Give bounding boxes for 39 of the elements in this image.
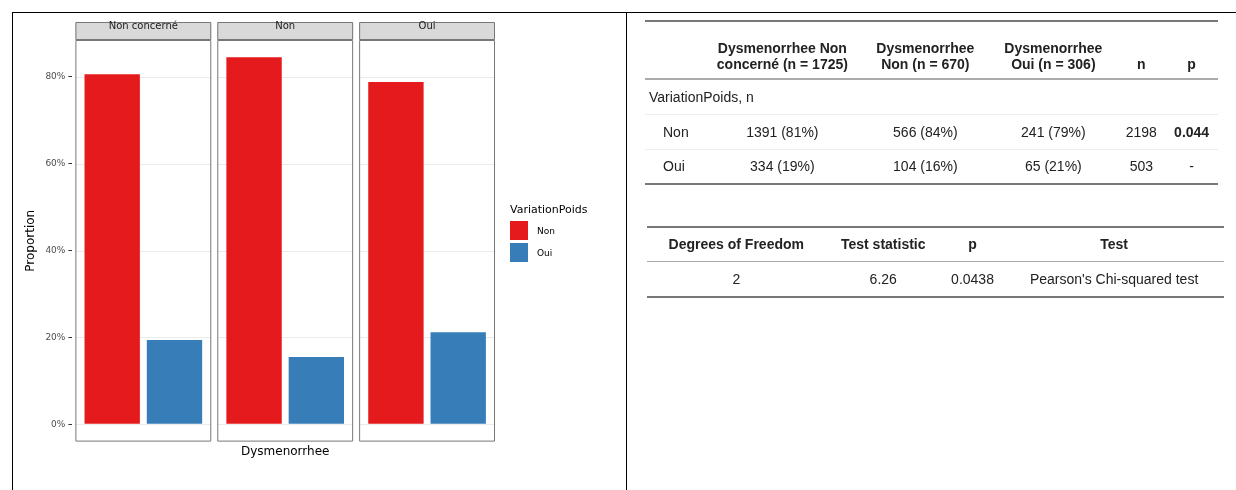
x-tick-label: Oui xyxy=(418,19,436,31)
text: Oui xyxy=(662,157,686,177)
text: VariationPoids, n xyxy=(645,79,1218,114)
text: Test statistic xyxy=(839,235,927,255)
text: 65 (21%) xyxy=(1023,157,1083,177)
y-axis-title: Proportion xyxy=(23,209,38,272)
y-tick-label: 60% xyxy=(45,158,66,169)
y-tick-label: 40% xyxy=(45,244,66,255)
text: Dysmenorrhee Oui (n = 306) xyxy=(1003,39,1104,74)
y-tick-label: 20% xyxy=(45,331,66,342)
text: p xyxy=(1186,55,1197,74)
text: 2 xyxy=(731,269,742,289)
legend-title: VariationPoids xyxy=(510,202,588,216)
y-tick-label: 80% xyxy=(45,71,66,82)
text: 566 (84%) xyxy=(892,122,959,142)
text: Degrees of Freedom xyxy=(667,235,805,255)
y-tick-label: 0% xyxy=(51,418,66,429)
text: Pearson's Chi-squared test xyxy=(1028,269,1200,289)
text: Dysmenorrhee Non (n = 670) xyxy=(875,39,976,74)
legend-label: Oui xyxy=(537,247,553,258)
text: 1391 (81%) xyxy=(745,122,820,142)
x-tick-label: Non xyxy=(275,19,296,31)
text: 6.26 xyxy=(868,269,898,289)
text: Dysmenorrhee Non concerné (n = 1725) xyxy=(715,39,849,74)
text: - xyxy=(1188,157,1195,177)
x-axis-title: Dysmenorrhee xyxy=(239,443,331,458)
text: 104 (16%) xyxy=(892,157,959,177)
text: p xyxy=(967,235,978,255)
text: Test xyxy=(1099,235,1129,255)
text: Non xyxy=(662,122,690,142)
text: 2198 xyxy=(1124,122,1158,142)
text: 334 (19%) xyxy=(749,157,816,177)
x-tick-label: Non concerné xyxy=(108,19,178,31)
text: 241 (79%) xyxy=(1020,122,1087,142)
text: 0.044 xyxy=(1173,122,1211,142)
text: n xyxy=(1136,55,1147,74)
text: 503 xyxy=(1128,157,1154,177)
legend-label: Non xyxy=(537,225,555,236)
text: 0.0438 xyxy=(950,269,995,289)
